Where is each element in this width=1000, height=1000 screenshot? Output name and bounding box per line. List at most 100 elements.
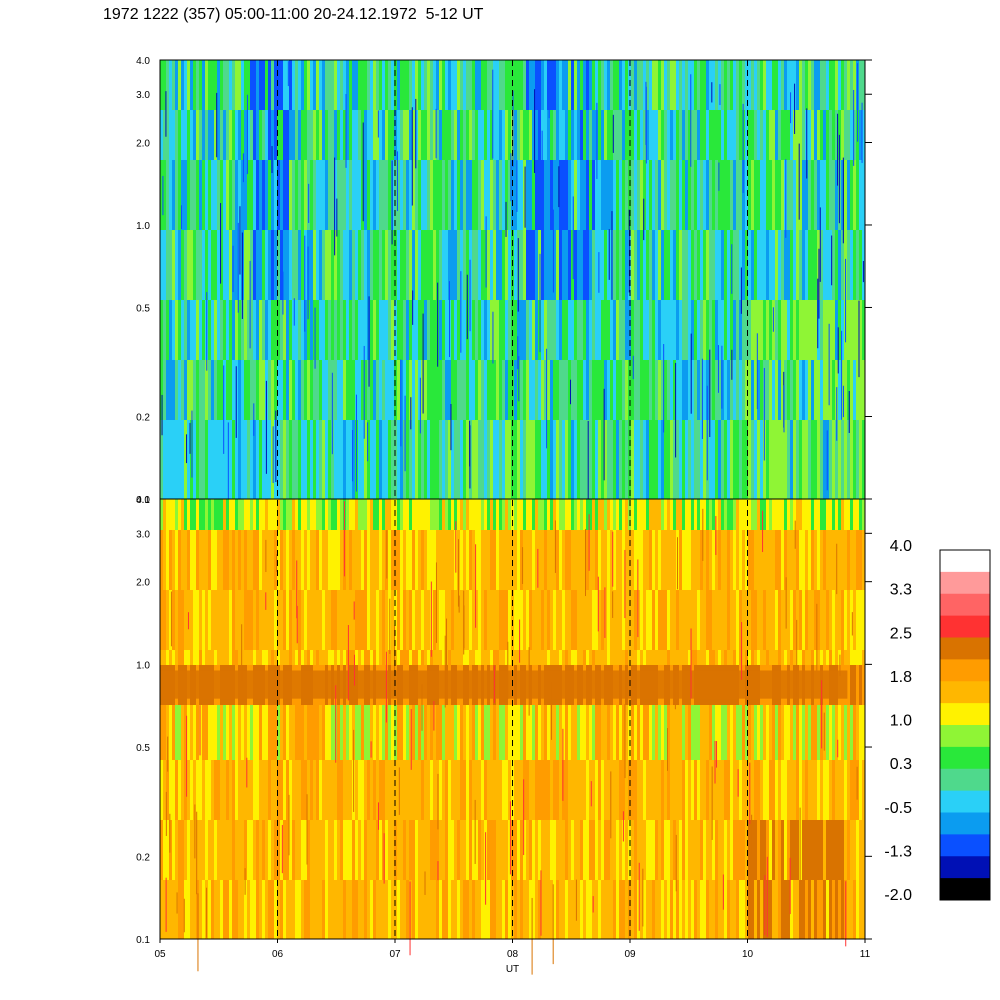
lower-spectrogram-cell: [361, 530, 364, 590]
lower-spectrogram-cell: [787, 760, 790, 820]
lower-spectrogram-cell: [688, 760, 691, 820]
upper-spectrogram-cell: [520, 360, 523, 420]
lower-spectrogram-cell: [688, 590, 691, 650]
upper-spectrogram-cell: [457, 300, 460, 360]
lower-spectrogram-cell: [778, 820, 781, 880]
lower-spectrogram-cell: [175, 705, 178, 760]
upper-spectrogram-cell: [409, 110, 412, 160]
lower-spectrogram-cell: [646, 590, 649, 650]
upper-spectrogram-cell: [331, 300, 334, 360]
upper-spectrogram-cell: [367, 230, 370, 300]
lower-spectrogram-cell: [415, 530, 418, 590]
upper-spectrogram-cell: [250, 300, 253, 360]
upper-spectrogram-cell: [238, 160, 241, 230]
lower-spectrogram-cell: [574, 590, 577, 650]
upper-spectrogram-cell: [502, 110, 505, 160]
lower-spectrogram-cell: [262, 820, 265, 880]
lower-spectrogram-cell: [304, 650, 307, 665]
upper-spectrogram-cell: [685, 110, 688, 160]
lower-spectrogram-cell: [292, 499, 295, 530]
lower-spectrogram-cell: [760, 760, 763, 820]
lower-spectrogram-cell: [325, 499, 328, 530]
lower-spectrogram-cell: [637, 820, 640, 880]
lower-spectrogram-cell: [811, 705, 814, 760]
upper-spectrogram-cell: [709, 110, 712, 160]
upper-spectrogram-cell: [769, 230, 772, 300]
upper-spectrogram-cell: [604, 420, 607, 499]
upper-spectrogram-cell: [277, 110, 280, 160]
upper-spectrogram-cell: [340, 420, 343, 499]
upper-spectrogram-cell: [643, 60, 646, 110]
lower-spectrogram-cell: [412, 760, 415, 820]
lower-spectrogram-cell: [847, 665, 850, 705]
lower-spectrogram-cell: [310, 530, 313, 590]
upper-spectrogram-cell: [688, 60, 691, 110]
lower-spectrogram-cell: [805, 820, 808, 880]
upper-spectrogram-cell: [850, 420, 853, 499]
x-tick-label: 09: [624, 949, 636, 960]
lower-spectrogram-cell: [301, 820, 304, 880]
lower-spectrogram-cell: [223, 820, 226, 880]
lower-spectrogram-cell: [505, 530, 508, 590]
lower-spectrogram-cell: [841, 650, 844, 665]
lower-spectrogram-cell: [685, 590, 688, 650]
lower-spectrogram-cell: [820, 820, 823, 880]
upper-spectrogram-cell: [172, 420, 175, 499]
upper-spectrogram-cell: [454, 300, 457, 360]
upper-spectrogram-cell: [556, 110, 559, 160]
lower-spectrogram-cell: [346, 760, 349, 820]
lower-spectrogram-cell: [382, 499, 385, 530]
upper-spectrogram-cell: [805, 230, 808, 300]
lower-spectrogram-cell: [502, 590, 505, 650]
upper-spectrogram-cell: [481, 160, 484, 230]
lower-spectrogram-cell: [667, 650, 670, 665]
upper-spectrogram-cell: [235, 300, 238, 360]
lower-spectrogram-cell: [847, 499, 850, 530]
lower-spectrogram-cell: [850, 760, 853, 820]
lower-spectrogram-cell: [235, 499, 238, 530]
upper-spectrogram-cell: [532, 160, 535, 230]
lower-spectrogram-cell: [841, 705, 844, 760]
lower-spectrogram-cell: [496, 820, 499, 880]
upper-spectrogram-cell: [814, 300, 817, 360]
lower-spectrogram-cell: [298, 705, 301, 760]
lower-spectrogram-cell: [724, 880, 727, 939]
lower-spectrogram-cell: [232, 530, 235, 590]
upper-spectrogram-cell: [613, 360, 616, 420]
lower-spectrogram-cell: [349, 530, 352, 590]
lower-spectrogram-cell: [358, 650, 361, 665]
lower-spectrogram-cell: [478, 590, 481, 650]
upper-spectrogram-cell: [337, 420, 340, 499]
lower-spectrogram-cell: [346, 530, 349, 590]
lower-spectrogram-cell: [631, 590, 634, 650]
lower-spectrogram-cell: [553, 590, 556, 650]
lower-spectrogram-cell: [619, 760, 622, 820]
upper-spectrogram-cell: [397, 230, 400, 300]
lower-spectrogram-cell: [400, 705, 403, 760]
lower-spectrogram-cell: [853, 650, 856, 665]
y-tick-label: 0.1: [136, 495, 150, 506]
upper-spectrogram-cell: [175, 160, 178, 230]
upper-spectrogram-cell: [565, 160, 568, 230]
lower-spectrogram-cell: [820, 530, 823, 590]
lower-spectrogram-cell: [640, 760, 643, 820]
lower-spectrogram-cell: [550, 880, 553, 939]
upper-spectrogram-cell: [625, 160, 628, 230]
lower-spectrogram-cell: [205, 820, 208, 880]
lower-spectrogram-cell: [310, 650, 313, 665]
colorbar-label: 2.5: [890, 625, 912, 642]
lower-spectrogram-cell: [766, 820, 769, 880]
lower-spectrogram-cell: [466, 499, 469, 530]
upper-spectrogram-cell: [613, 300, 616, 360]
lower-spectrogram-cell: [787, 880, 790, 939]
lower-spectrogram-cell: [202, 705, 205, 760]
upper-spectrogram-cell: [187, 160, 190, 230]
upper-spectrogram-cell: [796, 360, 799, 420]
upper-spectrogram-cell: [412, 360, 415, 420]
lower-spectrogram-cell: [628, 880, 631, 939]
lower-spectrogram-cell: [355, 499, 358, 530]
upper-spectrogram-cell: [787, 420, 790, 499]
upper-spectrogram-cell: [385, 360, 388, 420]
lower-spectrogram-cell: [517, 590, 520, 650]
lower-spectrogram-cell: [160, 820, 163, 880]
